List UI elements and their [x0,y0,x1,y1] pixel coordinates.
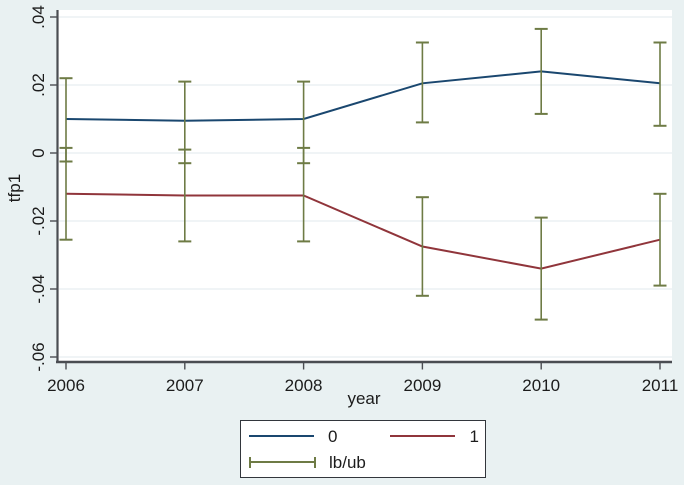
y-tick-label: -.02 [29,206,48,235]
x-tick-label: 2009 [403,376,441,395]
y-tick-label: -.06 [29,342,48,371]
legend-errorbar-line [251,460,314,463]
series-line-0 [65,70,661,122]
legend-line-sample-1 [390,435,456,437]
x-tick-label: 2008 [285,376,323,395]
legend-line-sample-0 [249,435,314,437]
legend: 0 1 lb/ub [240,420,486,478]
legend-label-lbub: lb/ub [329,452,366,472]
y-axis-title: tfp1 [5,174,24,202]
y-tick-label: .04 [29,5,48,29]
legend-errorbar-sample [249,456,316,468]
legend-label-0: 0 [328,426,338,446]
legend-row-2: lb/ub [241,449,485,475]
y-tick-label: -.04 [29,274,48,303]
plot-area [57,10,672,362]
x-tick-label: 2006 [47,376,85,395]
legend-label-1: 1 [469,426,479,446]
legend-row-1: 0 1 [241,423,485,449]
y-tick-label: .02 [29,73,48,97]
x-tick-label: 2007 [166,376,204,395]
x-tick-label: 2010 [522,376,560,395]
y-tick-label: 0 [29,148,48,157]
series-line-1 [65,192,661,270]
x-axis-title: year [347,389,380,408]
x-tick-label: 2011 [642,376,679,395]
